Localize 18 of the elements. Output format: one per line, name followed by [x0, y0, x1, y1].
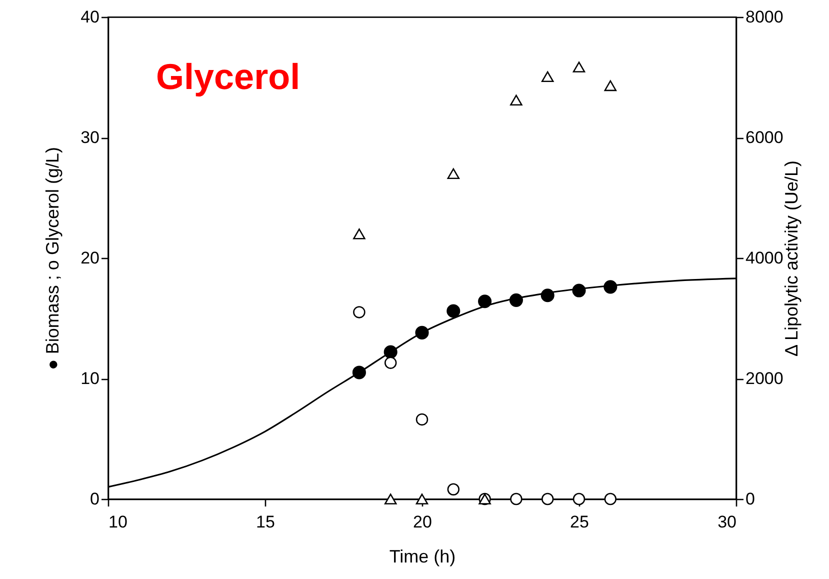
y-tick-label: 0: [90, 490, 100, 508]
y2-tick-label: 6000: [746, 128, 784, 147]
y2-tick-label: 0: [746, 490, 755, 508]
y-tick-label: 40: [80, 8, 100, 26]
x-tick-label: 25: [570, 512, 589, 532]
y2-tick-label: 2000: [746, 369, 784, 388]
x-tick-label: 10: [108, 512, 128, 532]
x-tick-label: 30: [718, 512, 736, 532]
y-axis-title: ● Biomass ; o Glycerol (g/L): [42, 147, 63, 370]
y-tick-label: 10: [80, 369, 100, 388]
x-axis-title: Time (h): [389, 546, 456, 566]
y2-tick-label: 8000: [746, 8, 784, 26]
y2-tick-label: 4000: [746, 248, 784, 268]
x-tick-label: 20: [413, 512, 432, 532]
x-tick-label: 15: [256, 512, 275, 532]
annotation: Glycerol: [156, 56, 300, 97]
y-tick-label: 30: [80, 128, 100, 147]
y-tick-label: 20: [80, 248, 100, 268]
